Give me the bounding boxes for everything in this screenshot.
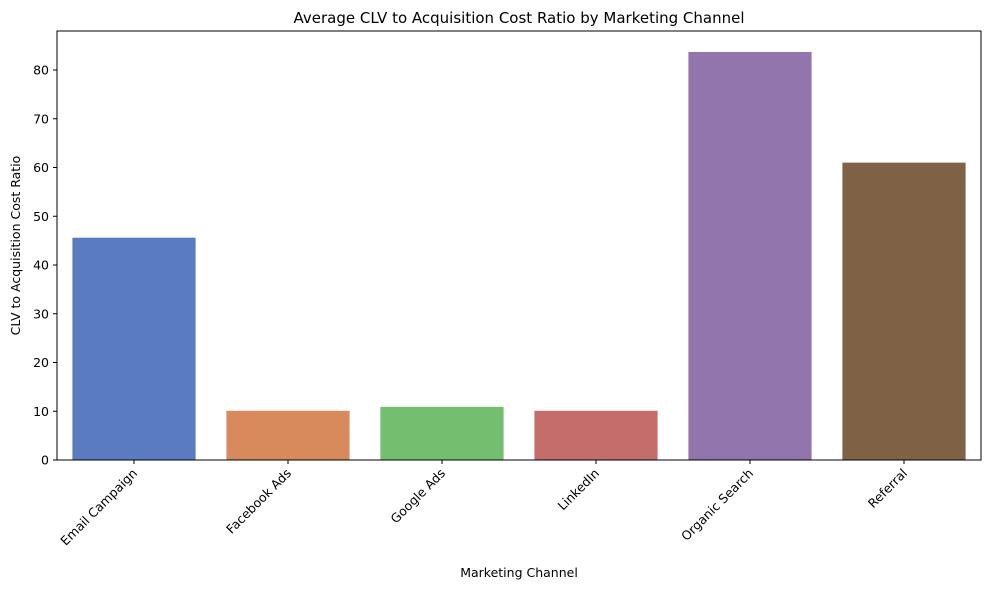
x-axis: Email Campaign Facebook Ads Google Ads Link… [57, 460, 910, 548]
chart-title: Average CLV to Acquisition Cost Ratio by… [294, 9, 745, 27]
y-tick-label: 20 [33, 355, 49, 370]
bar-linkedin [534, 410, 658, 460]
x-tick-label: LinkedIn [554, 466, 602, 514]
y-tick-label: 30 [33, 306, 49, 321]
bar-referral [842, 162, 966, 460]
y-tick-label: 40 [33, 258, 49, 273]
x-tick-label: Google Ads [387, 466, 448, 527]
y-axis: 0 10 20 30 40 50 60 70 80 [33, 63, 57, 468]
y-tick-label: 60 [33, 160, 49, 175]
y-tick-label: 80 [33, 63, 49, 78]
bar-google-ads [380, 406, 504, 460]
y-tick-label: 70 [33, 111, 49, 126]
bar-organic-search [688, 51, 812, 461]
x-tick-label: Email Campaign [57, 466, 140, 549]
bar-email-campaign [72, 237, 196, 460]
bar-facebook-ads [226, 410, 350, 460]
x-tick-label: Facebook Ads [223, 466, 294, 537]
plot-frame [56, 30, 982, 461]
y-tick-label: 10 [33, 404, 49, 419]
y-tick-label: 0 [41, 453, 49, 468]
y-tick-label: 50 [33, 209, 49, 224]
x-axis-label: Marketing Channel [460, 565, 578, 580]
x-tick-label: Referral [865, 466, 910, 511]
y-axis-label: CLV to Acquisition Cost Ratio [8, 156, 23, 336]
bars-layer [72, 51, 966, 461]
x-tick-label: Organic Search [678, 466, 756, 544]
